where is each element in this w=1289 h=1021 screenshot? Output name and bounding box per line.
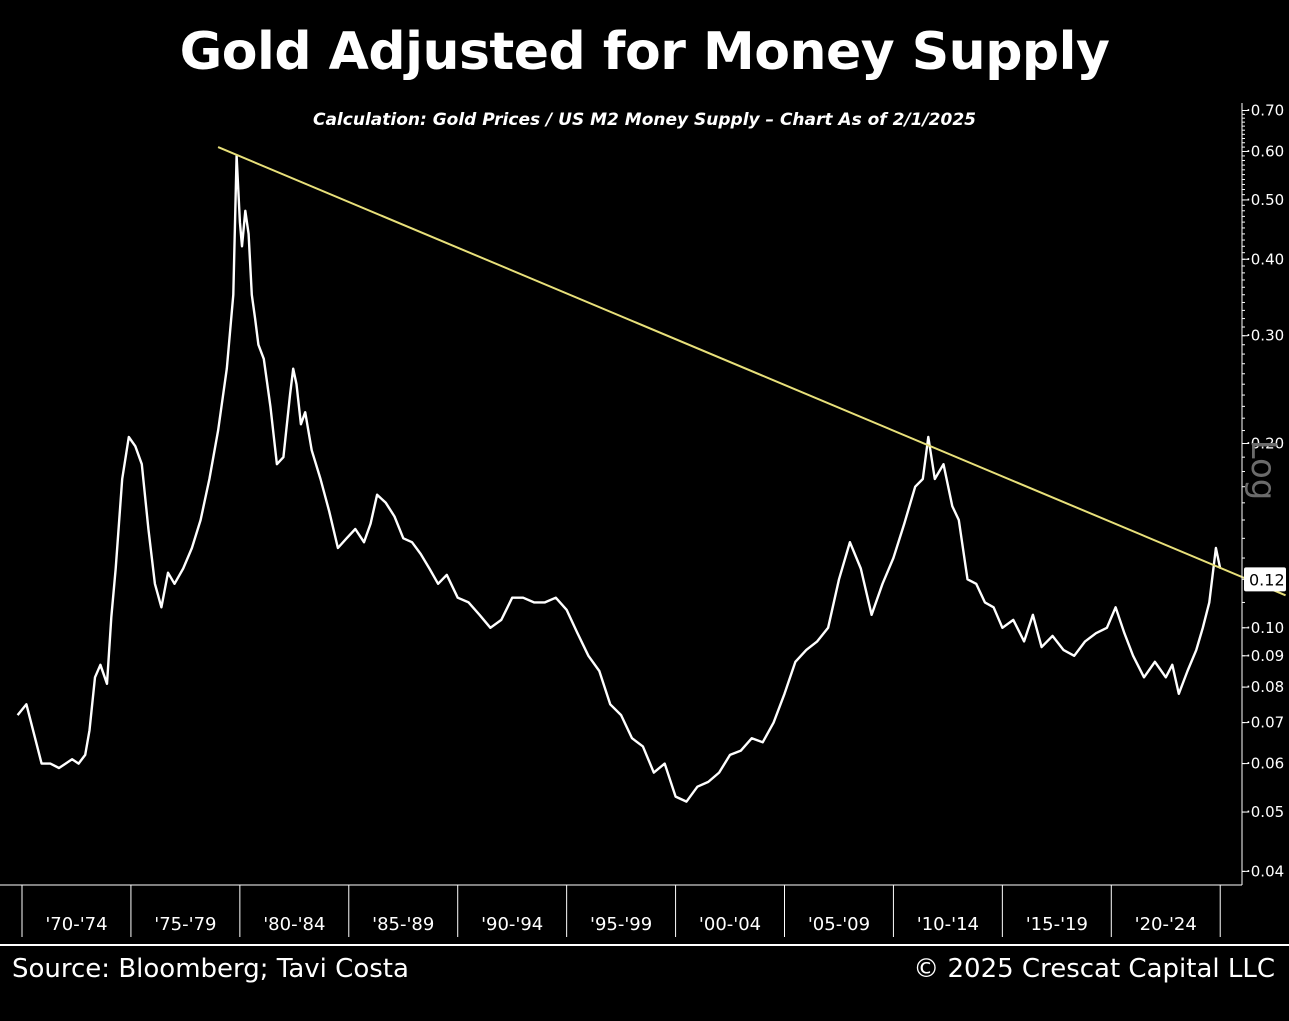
x-tick-label: '85-'89 [372,914,434,935]
chart-title: Gold Adjusted for Money Supply [179,22,1110,82]
y-tick-label: ·0.30 [1246,327,1284,345]
x-tick-label: '00-'04 [699,914,761,935]
trendline [217,146,1286,597]
footer-divider [0,944,1289,946]
y-tick-label: ·0.20 [1246,435,1284,453]
y-tick-label: ·0.07 [1246,714,1284,732]
x-tick-label: '95-'99 [590,914,652,935]
y-tick-label: ·0.08 [1246,678,1284,696]
y-tick-label: ·0.09 [1246,647,1284,665]
x-tick-label: '05-'09 [808,914,870,935]
y-scale-label: Log [1243,440,1283,501]
x-tick-label: '70-'74 [45,914,107,935]
x-tick-label: '90-'94 [481,914,543,935]
chart-canvas: ·0.04 ·0.05 ·0.06 ·0.07 ·0.08 ·0.09 ·0.10 ·0.20… [0,101,1286,937]
x-tick-label: '15-'19 [1026,914,1088,935]
current-value-label: 0.12 [1249,570,1285,589]
y-tick-label: ·0.60 [1246,142,1284,160]
y-tick-label: ·0.50 [1246,191,1284,209]
y-tick-label: ·0.06 [1246,755,1284,773]
x-tick-label: '20-'24 [1135,914,1197,935]
x-tick-label: '80-'84 [263,914,325,935]
copyright-note: © 2025 Crescat Capital LLC [913,954,1275,984]
source-note: Source: Bloomberg; Tavi Costa [12,954,409,984]
y-tick-label: ·0.05 [1246,803,1284,821]
y-tick-label: ·0.40 [1246,250,1284,268]
y-tick-label: ·0.70 [1246,101,1284,119]
plot-area [16,146,1286,803]
y-tick-label: ·0.10 [1246,619,1284,637]
x-tick-label: '10-'14 [917,914,979,935]
y-axis: ·0.04 ·0.05 ·0.06 ·0.07 ·0.08 ·0.09 ·0.10 ·0.20… [1241,101,1286,885]
x-tick-label: '75-'79 [154,914,216,935]
series-line [16,154,1222,803]
current-value-badge [1244,567,1286,592]
y-tick-label: ·0.04 [1246,862,1284,880]
chart-subtitle: Calculation: Gold Prices / US M2 Money S… [312,110,977,130]
x-axis: '70-'74 '75-'79 '80-'84 '85-'89 '90-'94 '95-'… [0,884,1242,937]
